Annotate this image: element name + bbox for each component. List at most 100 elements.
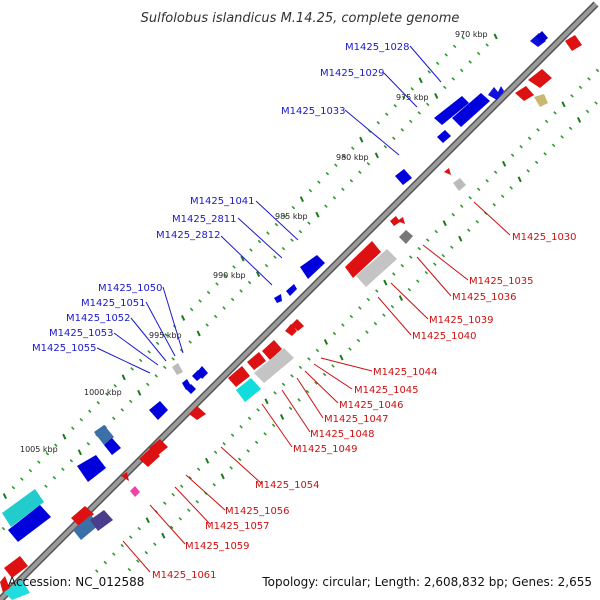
- rail-tick: [366, 161, 371, 166]
- upper-leader-lines: [96, 45, 442, 374]
- rail-tick: [2, 493, 8, 500]
- label-M1425_1059[interactable]: M1425_1059: [185, 541, 250, 552]
- gene-1048-reverse[interactable]: [236, 378, 261, 402]
- rail-tick: [341, 187, 345, 191]
- gene-1059b-reverse[interactable]: [90, 510, 113, 531]
- rail-tick: [37, 460, 41, 464]
- gene-1061b-reverse[interactable]: [0, 576, 10, 593]
- gene-1035-reverse[interactable]: [397, 217, 405, 224]
- gene-1045-reverse[interactable]: [247, 352, 266, 370]
- rail-tick: [332, 331, 337, 336]
- label-M1425_1055[interactable]: M1425_1055: [32, 343, 97, 354]
- gene-1056-reverse[interactable]: [121, 472, 129, 481]
- gene-1031-forward[interactable]: [452, 93, 490, 127]
- label-M1425_2812[interactable]: M1425_2812: [156, 230, 221, 241]
- gene-1057-reverse[interactable]: [130, 486, 140, 497]
- gene-1058-forward[interactable]: [94, 425, 114, 445]
- gene-1052-forward[interactable]: [186, 384, 196, 394]
- rail-tick: [382, 313, 386, 317]
- rail-tick: [468, 195, 472, 200]
- label-M1425_1046[interactable]: M1425_1046: [339, 400, 404, 411]
- gene-1061c-reverse[interactable]: [4, 580, 30, 600]
- gene-1035a-reverse[interactable]: [390, 216, 400, 226]
- rail-tick: [198, 299, 202, 303]
- rail-tick: [120, 543, 125, 548]
- rail-tick: [257, 239, 262, 244]
- label-M1425_1054[interactable]: M1425_1054: [255, 480, 320, 491]
- gene-1032b-reverse[interactable]: [515, 86, 534, 101]
- gene-1033a-forward[interactable]: [434, 96, 469, 125]
- gene-1040-reverse[interactable]: [356, 249, 397, 287]
- gene-1055-forward[interactable]: [149, 401, 168, 420]
- gene-1030b-reverse[interactable]: [453, 178, 466, 191]
- gene-1044-reverse[interactable]: [262, 340, 282, 360]
- gene-1059a-reverse[interactable]: [71, 506, 94, 527]
- gene-1039-reverse[interactable]: [345, 241, 381, 278]
- gene-1058b-forward[interactable]: [104, 438, 121, 455]
- rail-tick: [20, 477, 24, 481]
- gene-1030c-reverse[interactable]: [534, 94, 548, 107]
- label-M1425_1050[interactable]: M1425_1050: [98, 283, 163, 294]
- label-M1425_1053[interactable]: M1425_1053: [49, 328, 114, 339]
- gene-1060-forward[interactable]: [77, 455, 106, 482]
- label-M1425_1036[interactable]: M1425_1036: [452, 292, 517, 303]
- label-M1425_1048[interactable]: M1425_1048: [310, 429, 375, 440]
- gene-1054b-reverse[interactable]: [149, 439, 168, 456]
- label-M1425_1045[interactable]: M1425_1045: [354, 385, 419, 396]
- label-M1425_2811[interactable]: M1425_2811: [172, 214, 237, 225]
- label-M1425_1033[interactable]: M1425_1033: [281, 106, 346, 117]
- rail-tick: [441, 253, 446, 258]
- rail-tick: [290, 374, 294, 378]
- rail-tick: [519, 145, 523, 149]
- gene-1050b-forward[interactable]: [192, 370, 203, 381]
- gene-1034-forward[interactable]: [395, 169, 412, 185]
- gene-1033-forward[interactable]: [437, 130, 451, 143]
- gene-1043b-reverse[interactable]: [291, 319, 304, 331]
- rail-tick: [279, 413, 285, 420]
- label-M1425_1047[interactable]: M1425_1047: [324, 414, 389, 425]
- gene-2811-forward[interactable]: [286, 284, 297, 296]
- gene-1029-forward[interactable]: [488, 86, 504, 100]
- gene-2812-forward[interactable]: [274, 294, 282, 303]
- rail-tick: [104, 392, 109, 397]
- label-M1425_1028[interactable]: M1425_1028: [345, 42, 410, 53]
- rail-tick: [434, 92, 439, 99]
- gene-1041-forward[interactable]: [300, 255, 325, 279]
- gene-1053-forward[interactable]: [172, 363, 183, 375]
- label-M1425_1029[interactable]: M1425_1029: [320, 68, 385, 79]
- label-M1425_1030[interactable]: M1425_1030: [512, 232, 577, 243]
- label-M1425_1035[interactable]: M1425_1035: [469, 276, 534, 287]
- gene-1047-reverse[interactable]: [254, 348, 294, 383]
- label-M1425_1061[interactable]: M1425_1061: [152, 570, 217, 581]
- label-M1425_1041[interactable]: M1425_1041: [190, 196, 255, 207]
- gene-1028b-forward[interactable]: [536, 31, 548, 43]
- gene-1036-reverse[interactable]: [399, 230, 413, 244]
- rail-tick: [444, 53, 448, 57]
- label-M1425_1056[interactable]: M1425_1056: [225, 506, 290, 517]
- label-M1425_1049[interactable]: M1425_1049: [293, 444, 358, 455]
- label-M1425_1057[interactable]: M1425_1057: [205, 521, 270, 532]
- accession-text: Accession: NC_012588: [8, 575, 144, 589]
- label-M1425_1051[interactable]: M1425_1051: [81, 298, 146, 309]
- gene-1043-reverse[interactable]: [285, 324, 297, 336]
- rail-tick: [595, 68, 600, 73]
- gene-1030-reverse[interactable]: [444, 168, 451, 175]
- rail-tick: [561, 101, 566, 108]
- rail-tick: [551, 143, 556, 148]
- gene-1049-reverse[interactable]: [189, 406, 206, 420]
- kbp-label-985: 985 kbp: [275, 212, 308, 221]
- gene-1061-reverse[interactable]: [4, 556, 28, 578]
- gene-1062-forward[interactable]: [2, 489, 44, 527]
- forward-genes: [2, 31, 548, 542]
- label-M1425_1044[interactable]: M1425_1044: [373, 367, 438, 378]
- label-M1425_1039[interactable]: M1425_1039: [429, 315, 494, 326]
- label-M1425_1040[interactable]: M1425_1040: [412, 331, 477, 342]
- gene-1030a-reverse[interactable]: [565, 35, 582, 51]
- label-M1425_1052[interactable]: M1425_1052: [66, 313, 131, 324]
- rail-tick: [324, 204, 328, 208]
- gene-1046-reverse[interactable]: [228, 366, 250, 387]
- gene-1063-forward[interactable]: [8, 505, 51, 542]
- rail-tick: [95, 569, 99, 573]
- gene-1032-reverse[interactable]: [528, 69, 552, 88]
